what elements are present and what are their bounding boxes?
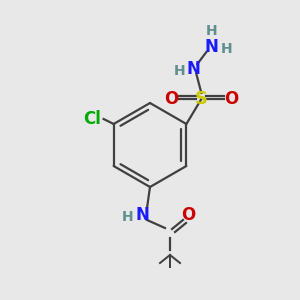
Text: H: H (174, 64, 185, 78)
Text: H: H (122, 210, 134, 224)
Text: N: N (135, 206, 149, 224)
Text: O: O (224, 90, 238, 108)
Text: H: H (220, 42, 232, 56)
Text: N: N (204, 38, 218, 56)
Text: S: S (195, 90, 208, 108)
Text: Cl: Cl (83, 110, 101, 128)
Text: N: N (186, 60, 200, 78)
Text: H: H (206, 24, 217, 38)
Text: O: O (164, 90, 178, 108)
Text: O: O (181, 206, 195, 224)
